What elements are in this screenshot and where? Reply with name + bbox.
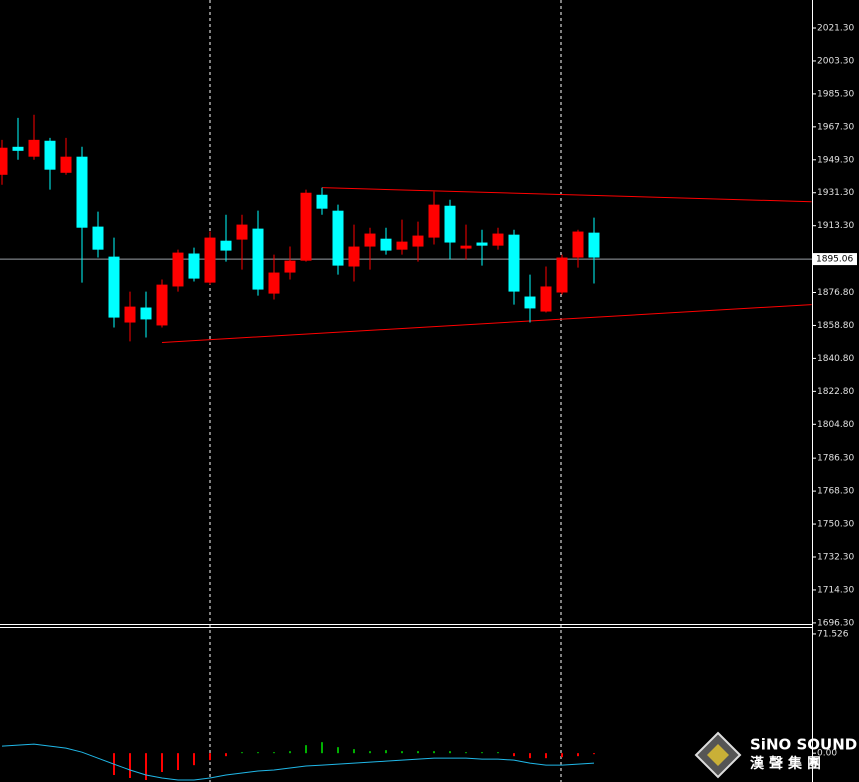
candle-body bbox=[0, 147, 8, 175]
y-tick-label: 1822.80 bbox=[817, 387, 854, 397]
y-tick-label: 1750.30 bbox=[817, 520, 854, 530]
trendline bbox=[321, 187, 812, 203]
logo: SiNO SOUND 漢聲集團 bbox=[694, 731, 857, 779]
candle-body bbox=[60, 156, 72, 173]
candle-body bbox=[396, 241, 408, 250]
candle-body bbox=[380, 238, 392, 251]
candle-body bbox=[492, 233, 504, 246]
candle-body bbox=[268, 272, 280, 294]
candle-body bbox=[588, 232, 600, 258]
current-price-box bbox=[813, 253, 857, 266]
candle-body bbox=[524, 296, 536, 309]
y-tick-label: 1858.80 bbox=[817, 321, 854, 331]
candle-body bbox=[252, 228, 264, 290]
candle-body bbox=[364, 233, 376, 247]
candle-body bbox=[412, 235, 424, 247]
candle-body bbox=[332, 210, 344, 266]
y-tick-label: 2021.30 bbox=[817, 24, 854, 34]
y-tick-label: 1985.30 bbox=[817, 89, 854, 99]
candle-body bbox=[76, 156, 88, 228]
y-tick-label: 1967.30 bbox=[817, 122, 854, 132]
trendline bbox=[161, 304, 812, 343]
logo-subtitle: 漢聲集團 bbox=[750, 755, 826, 772]
candle-body bbox=[572, 231, 584, 258]
current-price-label: 1895.06 bbox=[816, 255, 853, 265]
y-tick-label: 1786.30 bbox=[817, 454, 854, 464]
y-tick-label: 1876.80 bbox=[817, 288, 854, 298]
candle-body bbox=[28, 139, 40, 157]
y-tick-label: 1732.30 bbox=[817, 553, 854, 563]
y-tick-label: 1768.30 bbox=[817, 487, 854, 497]
y-tick-label: 1840.80 bbox=[817, 354, 854, 364]
y-tick-label: 1804.80 bbox=[817, 420, 854, 430]
y-tick-label: 0.00 bbox=[817, 749, 837, 759]
candle-body bbox=[556, 257, 568, 293]
candle-body bbox=[44, 140, 56, 170]
candle-body bbox=[156, 284, 168, 326]
candle-body bbox=[348, 246, 360, 267]
candle-body bbox=[460, 245, 472, 249]
candle-body bbox=[188, 253, 200, 279]
y-tick-label: 71.526 bbox=[817, 629, 849, 639]
logo-name: SiNO SOUND bbox=[750, 736, 857, 754]
candle-body bbox=[92, 226, 104, 250]
y-tick-label: 1931.30 bbox=[817, 188, 854, 198]
candle-body bbox=[236, 224, 248, 240]
candle-body bbox=[300, 192, 312, 261]
candle-body bbox=[508, 234, 520, 292]
y-tick-label: 1949.30 bbox=[817, 155, 854, 165]
candle-body bbox=[124, 306, 136, 323]
candle-body bbox=[12, 146, 24, 151]
candle-body bbox=[108, 256, 120, 318]
candle-body bbox=[476, 242, 488, 246]
candle-body bbox=[428, 204, 440, 238]
candle-body bbox=[220, 240, 232, 251]
y-tick-label: 1696.30 bbox=[817, 618, 854, 628]
candle-body bbox=[172, 252, 184, 287]
candle-body bbox=[204, 237, 216, 283]
logo-mark bbox=[707, 744, 729, 766]
y-tick-label: 2003.30 bbox=[817, 56, 854, 66]
candle-body bbox=[316, 194, 328, 209]
candle-body bbox=[444, 205, 456, 243]
candle-body bbox=[540, 286, 552, 312]
indicator-line bbox=[1, 743, 595, 781]
y-tick-label: 1913.30 bbox=[817, 221, 854, 231]
candle-body bbox=[284, 260, 296, 273]
candle-body bbox=[140, 307, 152, 320]
y-tick-label: 1714.30 bbox=[817, 585, 854, 595]
